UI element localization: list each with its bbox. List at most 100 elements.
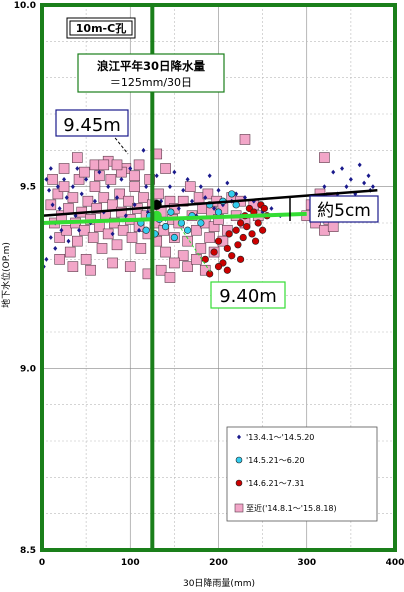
- data-point: [225, 180, 230, 186]
- data-point: [366, 173, 371, 179]
- data-point: [248, 230, 256, 238]
- data-point: [98, 192, 110, 203]
- data-point: [331, 169, 336, 175]
- data-point: [106, 184, 111, 190]
- data-point: [53, 246, 58, 251]
- data-point: [132, 202, 137, 208]
- data-point: [96, 243, 108, 254]
- data-point: [260, 204, 268, 213]
- data-point: [184, 181, 196, 192]
- data-point: [48, 235, 53, 240]
- data-point: [242, 195, 247, 200]
- data-point: [223, 266, 231, 274]
- data-point: [185, 177, 190, 182]
- data-point: [344, 184, 349, 190]
- data-point: [62, 177, 67, 182]
- plot-frame: [40, 3, 397, 552]
- data-point: [154, 173, 159, 179]
- data-point: [319, 152, 330, 163]
- data-point: [80, 254, 92, 265]
- data-point: [340, 166, 345, 171]
- data-point: [197, 219, 205, 227]
- data-point: [182, 235, 193, 247]
- data-point: [111, 159, 123, 171]
- legend-marker: [237, 434, 241, 440]
- data-point: [214, 208, 223, 216]
- data-point: [259, 226, 267, 234]
- data-point: [87, 232, 99, 243]
- data-point: [57, 206, 62, 211]
- plot-border: [40, 3, 397, 552]
- x-tick-label: 0: [39, 558, 45, 568]
- data-point: [362, 180, 367, 186]
- x-tick-label: 300: [297, 558, 316, 568]
- data-point: [190, 198, 195, 204]
- data-point: [181, 187, 186, 193]
- data-point: [144, 174, 155, 185]
- data-point: [98, 159, 110, 171]
- chart-title: 10m-C孔: [76, 22, 126, 35]
- low-value-callout: 9.40m: [177, 223, 286, 309]
- data-point: [75, 166, 80, 171]
- y-axis-title: 地下水位(OP.m): [0, 242, 12, 308]
- low-value-label: 9.40m: [219, 286, 277, 307]
- data-point: [47, 174, 58, 185]
- data-point: [216, 187, 221, 193]
- data-point: [141, 147, 146, 153]
- high-value-callout: 9.45m: [55, 109, 129, 155]
- data-point: [251, 237, 260, 245]
- trend-line-black: [41, 189, 378, 217]
- data-point: [239, 233, 247, 242]
- data-point: [85, 264, 96, 276]
- data-point: [82, 195, 94, 207]
- data-point: [54, 232, 65, 243]
- data-point: [92, 198, 97, 204]
- data-point: [243, 223, 251, 231]
- legend-marker: [235, 456, 243, 464]
- data-point: [191, 224, 202, 236]
- reference-label-line2: ＝125mm/30日: [110, 76, 192, 89]
- data-point: [182, 261, 193, 272]
- data-point: [58, 163, 70, 174]
- data-point: [234, 241, 242, 249]
- data-point: [138, 192, 149, 203]
- data-point: [89, 159, 101, 171]
- data-point: [195, 243, 207, 254]
- reference-label-box: 浪江平年30日降水量 ＝125mm/30日: [77, 53, 225, 93]
- data-point: [107, 199, 118, 211]
- data-point: [232, 226, 240, 234]
- difference-label: 約5cm: [317, 201, 371, 221]
- data-point: [66, 238, 71, 244]
- data-point: [114, 188, 125, 200]
- data-point: [123, 213, 128, 219]
- data-point: [198, 184, 203, 190]
- data-point: [260, 209, 265, 215]
- data-point: [322, 184, 327, 190]
- data-point: [236, 255, 245, 263]
- data-point: [199, 264, 211, 276]
- data-point: [204, 232, 215, 243]
- x-axis-title: 30日降雨量(mm): [183, 577, 255, 589]
- data-point: [210, 248, 218, 256]
- y-tick-label: 9.5: [20, 183, 36, 193]
- data-point: [348, 177, 353, 182]
- data-point: [107, 257, 118, 269]
- data-point: [44, 256, 49, 262]
- data-point: [84, 177, 89, 182]
- data-point: [160, 163, 171, 174]
- data-point: [72, 235, 83, 247]
- y-tick-label: 10.0: [14, 1, 36, 11]
- data-point: [64, 246, 76, 258]
- data-point: [223, 244, 231, 253]
- data-point: [214, 237, 223, 245]
- data-point: [79, 191, 84, 197]
- data-point: [91, 203, 103, 214]
- legend-marker: [234, 503, 244, 513]
- data-point: [137, 227, 142, 233]
- data-point: [54, 254, 65, 265]
- y-tick-label: 8.5: [20, 546, 36, 556]
- data-point: [225, 230, 233, 238]
- data-point: [109, 217, 120, 229]
- data-point: [89, 181, 101, 192]
